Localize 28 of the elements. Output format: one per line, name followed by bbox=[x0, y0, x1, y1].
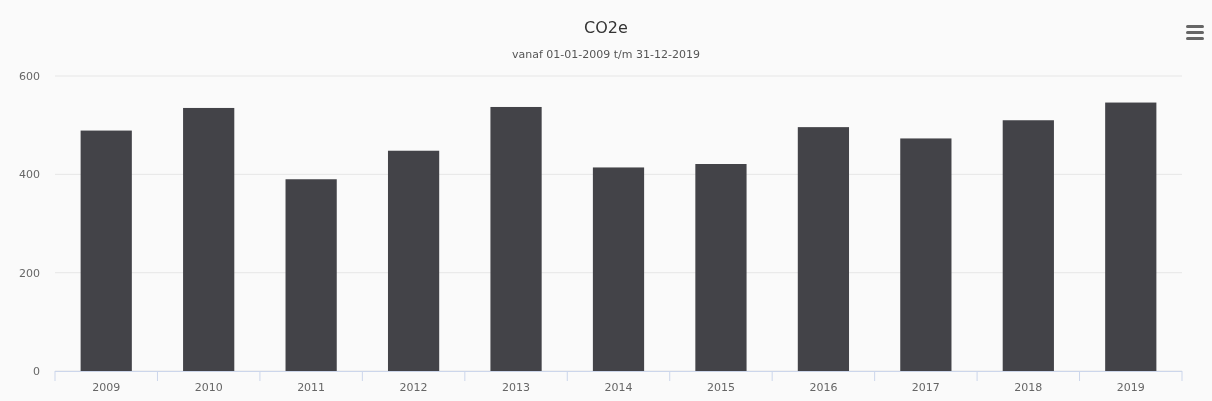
bar bbox=[285, 179, 337, 371]
bar bbox=[900, 138, 952, 371]
y-tick-label: 0 bbox=[33, 365, 40, 378]
y-tick-label: 200 bbox=[19, 266, 40, 280]
y-tick-label: 400 bbox=[19, 168, 40, 182]
x-tick-label: 2018 bbox=[1014, 381, 1043, 394]
bar bbox=[387, 150, 440, 371]
bar bbox=[1002, 120, 1054, 371]
x-tick-label: 2010 bbox=[194, 381, 223, 394]
bar bbox=[80, 130, 132, 371]
x-tick-label: 2013 bbox=[502, 381, 531, 394]
x-tick-label: 2012 bbox=[399, 381, 428, 394]
x-tick-label: 2019 bbox=[1116, 381, 1145, 394]
x-tick-label: 2017 bbox=[911, 381, 940, 394]
x-tick-label: 2014 bbox=[604, 381, 633, 394]
bar bbox=[797, 127, 850, 371]
bar bbox=[592, 167, 645, 371]
x-tick-label: 2011 bbox=[297, 381, 326, 394]
x-tick-label: 2016 bbox=[809, 381, 838, 394]
bar bbox=[1105, 102, 1157, 371]
y-tick-label: 600 bbox=[19, 70, 40, 83]
bar bbox=[695, 164, 747, 371]
x-tick-label: 2015 bbox=[706, 381, 735, 394]
x-tick-label: 2009 bbox=[92, 381, 121, 394]
chart-subtitle: vanaf 01-01-2009 t/m 31-12-2019 bbox=[512, 48, 700, 61]
bar bbox=[183, 107, 235, 371]
bar bbox=[490, 106, 542, 371]
chart-title: CO2e bbox=[584, 18, 628, 37]
